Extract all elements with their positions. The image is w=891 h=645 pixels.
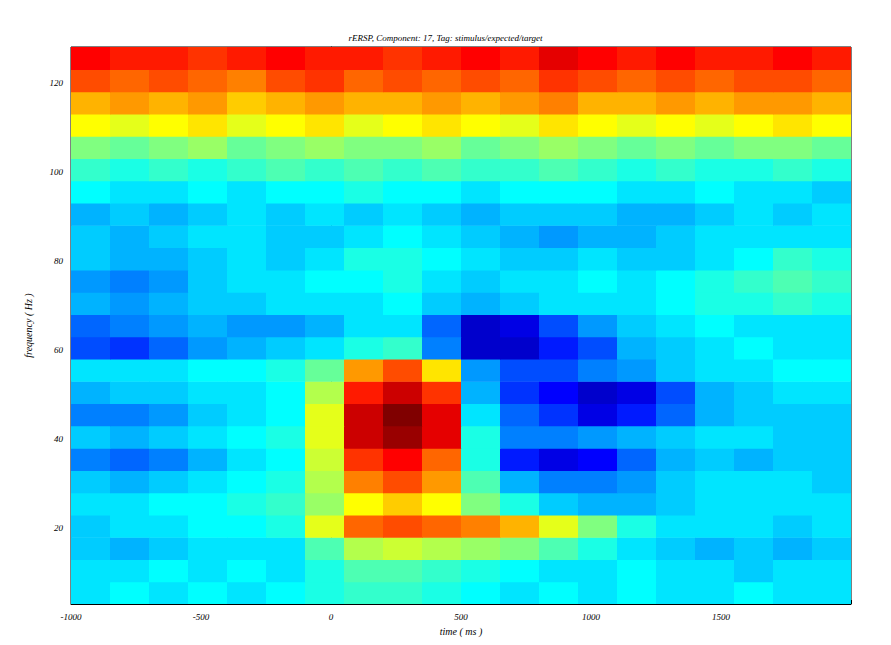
svg-text:120: 120 (50, 78, 64, 88)
svg-text:0: 0 (329, 612, 334, 622)
svg-text:20: 20 (54, 523, 64, 533)
svg-text:time ( ms ): time ( ms ) (440, 626, 483, 638)
svg-text:-1000: -1000 (61, 612, 82, 622)
svg-text:-500: -500 (193, 612, 210, 622)
svg-text:500: 500 (454, 612, 468, 622)
svg-text:100: 100 (50, 167, 64, 177)
svg-text:80: 80 (54, 256, 64, 266)
svg-text:1500: 1500 (712, 612, 731, 622)
svg-text:frequency ( Hz ): frequency ( Hz ) (23, 293, 35, 358)
svg-text:rERSP, Component: 17, Tag: sti: rERSP, Component: 17, Tag: stimulus/expe… (348, 33, 543, 43)
svg-text:60: 60 (54, 345, 64, 355)
svg-text:1000: 1000 (582, 612, 601, 622)
svg-text:40: 40 (54, 434, 64, 444)
